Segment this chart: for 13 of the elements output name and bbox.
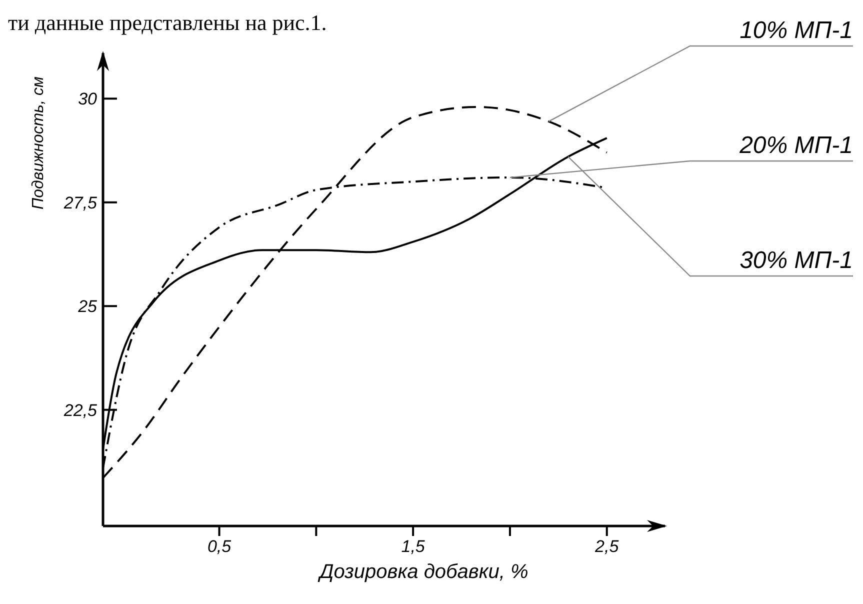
y-axis-title: Подвижность, см bbox=[30, 76, 47, 210]
text: 30% МП-1 bbox=[740, 247, 853, 274]
x-tick-label: 2,5 bbox=[594, 537, 620, 556]
text: 10% МП-1 bbox=[740, 17, 853, 44]
text: ти данные представлены на рис.1. bbox=[8, 10, 327, 35]
y-tick-label: 27,5 bbox=[62, 193, 98, 212]
y-tick-label: 25 bbox=[77, 297, 98, 316]
x-tick-label: 0,5 bbox=[207, 537, 232, 556]
x-axis-title: Дозировка добавки, % bbox=[318, 561, 528, 583]
text: 20% МП-1 bbox=[738, 132, 853, 159]
y-tick-label: 30 bbox=[78, 90, 98, 109]
x-tick-label: 1,5 bbox=[401, 537, 426, 556]
y-tick-label: 22,5 bbox=[62, 400, 98, 420]
